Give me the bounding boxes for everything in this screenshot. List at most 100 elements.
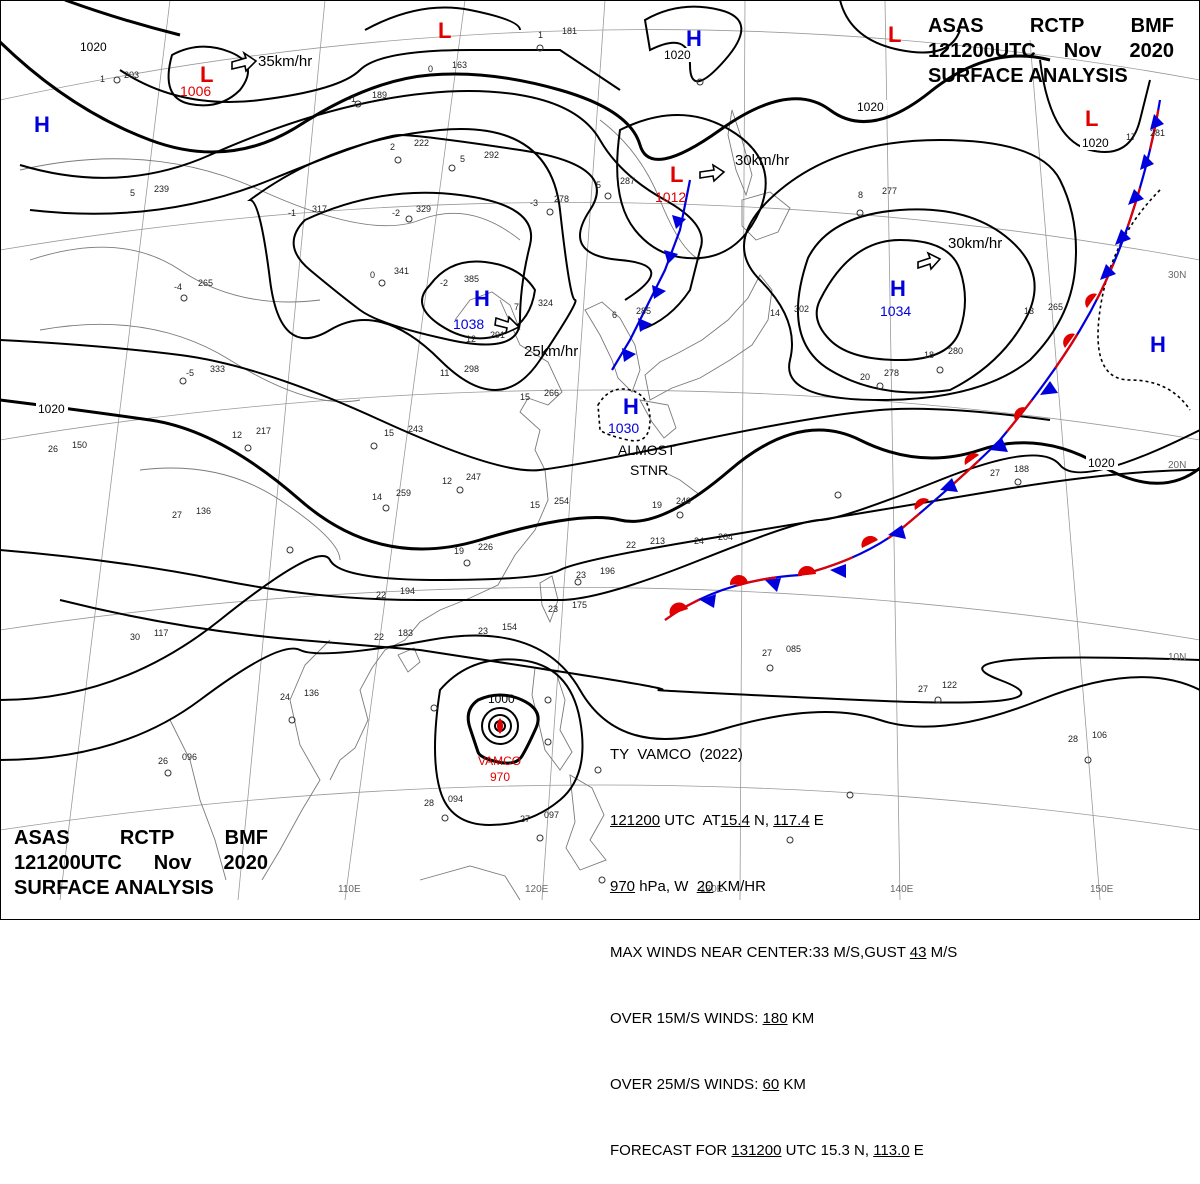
motion-label: 30km/hr (948, 235, 1002, 252)
header-time: 121200UTC (928, 40, 1036, 62)
header-code: BMF (224, 827, 268, 849)
station-pressure: 150 (72, 440, 87, 450)
coastlines (19, 109, 791, 901)
lon-label: 110E (338, 884, 361, 895)
isobar-label: 1020 (1082, 136, 1109, 150)
typhoon-speed: 20 (696, 878, 714, 895)
station-pressure: 136 (196, 506, 211, 516)
china-border (139, 467, 341, 561)
station-pressure: 096 (182, 752, 197, 762)
station-circle (394, 156, 402, 164)
low-pressure-marker: L (670, 162, 683, 187)
low-pressure-marker: L (438, 18, 451, 43)
isobar-label: 1020 (664, 48, 691, 62)
station-pressure: 136 (304, 688, 319, 698)
station-temp: 6 (612, 310, 617, 320)
station-circle (180, 294, 188, 302)
high-pressure-marker: H (1150, 332, 1166, 357)
fog-warning-line1: ALMOST (618, 442, 676, 458)
isobar-1006-ring (167, 45, 249, 107)
isobar-1038-ring (421, 260, 537, 340)
station-circle (676, 511, 684, 519)
station-temp: 2 (390, 142, 395, 152)
station-circle (604, 192, 612, 200)
sakhalin (727, 109, 753, 197)
header-line-2: 121200UTC Nov 2020 (928, 39, 1174, 64)
lon-label: 120E (525, 884, 549, 895)
typhoon-info: TY VAMCO (2022) 121200 UTC AT15.4 N, 117… (610, 700, 957, 1184)
isobar-label-vamco: 1000 (488, 692, 515, 706)
isobar-east-H-middle (797, 208, 1036, 394)
mongolia-border (19, 158, 521, 241)
system-pressure-value: 1012 (655, 189, 686, 205)
motion-arrow (494, 315, 521, 335)
station-circle (766, 664, 774, 672)
station-temp: -1 (348, 94, 356, 104)
taiwan (539, 575, 559, 624)
station-pressure: 085 (786, 644, 801, 654)
station-temp: 5 (596, 180, 601, 190)
lon-label: 130E (700, 884, 724, 895)
graticule (0, 0, 1200, 901)
station-temp: -3 (530, 198, 538, 208)
station-pressure: 196 (600, 566, 615, 576)
fog-warning-line2: STNR (630, 462, 668, 478)
isobar-1020-upper (64, 0, 181, 37)
station-pressure: 163 (452, 60, 467, 70)
station-circle (244, 444, 252, 452)
motion-arrow (231, 50, 258, 73)
station-temp: 7 (514, 302, 519, 312)
typhoon-max-wind-value: 33 (812, 944, 830, 961)
russia-border (599, 119, 701, 261)
motion-label: 35km/hr (258, 53, 312, 70)
header-month: Nov (153, 852, 192, 874)
station-pressure: 097 (544, 810, 559, 820)
station-temp: -5 (186, 368, 194, 378)
lat-label: 20N (1168, 460, 1186, 471)
borneo-north (419, 865, 521, 901)
station-pressure: 324 (538, 298, 553, 308)
typhoon-name: VAMCO (478, 754, 521, 768)
station-pressure: 194 (400, 586, 415, 596)
isobar-south-1 (0, 339, 1051, 472)
isobar-label: 1020 (38, 402, 65, 416)
station-temp: 20 (860, 372, 870, 382)
map-header-bottom: ASAS RCTP BMF 121200UTC Nov 2020 SURFACE… (14, 826, 268, 901)
station-pressure: 189 (372, 90, 387, 100)
isobars (0, 0, 1200, 827)
typhoon-lat: 15.4 (720, 812, 750, 829)
station-temp: -4 (174, 282, 182, 292)
motion-arrow (917, 251, 942, 271)
lat-label: 10N (1168, 652, 1186, 663)
station-pressure: 265 (198, 278, 213, 288)
station-temp: 26 (48, 444, 58, 454)
header-station: RCTP (119, 827, 175, 849)
station-temp: 15 (520, 392, 530, 402)
header-year: 2020 (1129, 40, 1174, 62)
low-pressure-marker: L (888, 22, 901, 47)
station-temp: 5 (130, 188, 135, 198)
station-temp: 27 (172, 510, 182, 520)
station-circle (536, 44, 544, 52)
lon-label: 150E (1090, 884, 1114, 895)
station-circle (846, 791, 854, 799)
isobar-H-ring-middle (292, 191, 533, 346)
station-temp: 28 (424, 798, 434, 808)
typhoon-forecast: FORECAST FOR 131200 UTC 15.3 N, 113.0 E (610, 1142, 924, 1159)
header-product: ASAS (928, 15, 984, 37)
typhoon-r25-value: 60 (762, 1076, 780, 1093)
station-pressure: 317 (312, 204, 327, 214)
station-circle (378, 279, 386, 287)
high-pressure-marker: H (474, 286, 490, 311)
station-temp: 15 (530, 500, 540, 510)
isobar-north-H-small (643, 5, 743, 83)
stationary-front (664, 99, 1164, 621)
station-pressure: 239 (154, 184, 169, 194)
station-circle (113, 76, 121, 84)
station-pressure: 277 (882, 186, 897, 196)
isobar-north-L-small (364, 6, 521, 31)
station-circle (936, 366, 944, 374)
japan-hokkaido (741, 191, 791, 241)
station-temp: -1 (288, 208, 296, 218)
